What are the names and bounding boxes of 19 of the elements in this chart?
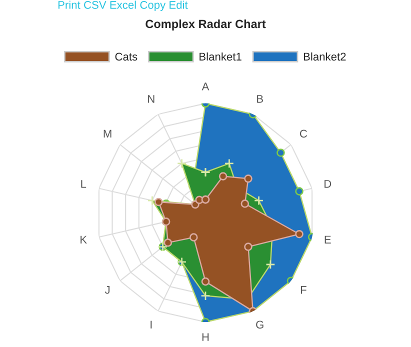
spoke-label: I	[150, 320, 152, 328]
spoke-label: B	[257, 95, 263, 103]
spoke-label: N	[148, 95, 154, 103]
legend-label: Blanket1	[200, 52, 242, 61]
spoke-label: A	[202, 82, 210, 90]
text: Print CSV Excel Copy Edit	[58, 0, 188, 12]
spoke-label: G	[256, 320, 264, 329]
spoke-label: L	[81, 180, 86, 188]
spoke-label: D	[324, 180, 332, 188]
legend-label: Blanket2	[304, 52, 346, 61]
legend-label: Cats	[115, 52, 138, 61]
spoke-label: E	[324, 236, 331, 244]
spoke-label: H	[202, 333, 209, 341]
spoke-label: K	[80, 236, 87, 244]
spoke-label: C	[300, 130, 308, 138]
chart-title: Complex Radar Chart	[146, 19, 266, 30]
spoke-label: J	[104, 286, 110, 294]
spoke-label: M	[104, 130, 112, 138]
spoke-label: F	[300, 286, 306, 294]
